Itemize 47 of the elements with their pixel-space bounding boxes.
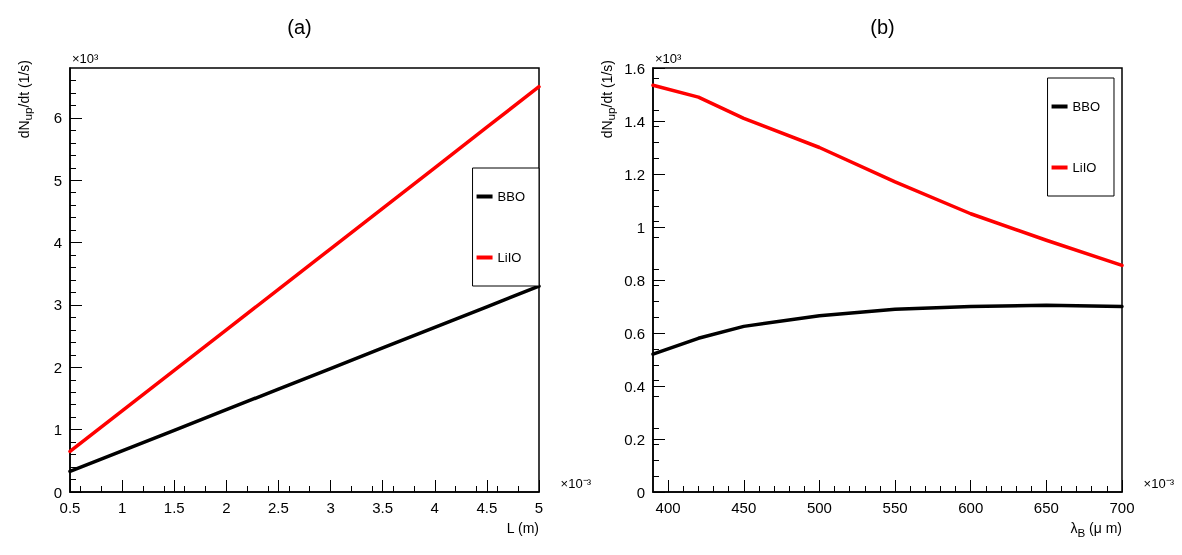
y-tick-label: 0.6 (624, 324, 645, 342)
text: ×10⁻³ (1143, 476, 1175, 491)
x-tick-label: 4 (430, 499, 439, 516)
line-series (651, 83, 1124, 268)
y-tick-label: 3 (53, 296, 62, 314)
x-tick-label: 500 (806, 499, 832, 516)
x-tick-label: 3.5 (372, 499, 394, 516)
x-tick-label: 550 (882, 499, 908, 516)
y-tick-label: 0 (636, 483, 645, 501)
x-tick-label: 2.5 (268, 499, 289, 516)
y-tick-label: 6 (53, 109, 62, 127)
y-tick-label: 2 (53, 358, 62, 376)
y-tick-label: 1.6 (624, 59, 645, 77)
x-tick-label: 0.5 (59, 499, 81, 516)
y-tick-label: 0.4 (624, 377, 645, 395)
x-tick-label: 450 (731, 499, 757, 516)
x-axis-title: λ$_{B}$ (μ m) (1070, 520, 1122, 539)
y-tick-label: 0.2 (624, 430, 645, 448)
x-tick-label: 2 (222, 499, 231, 516)
line-series (68, 84, 541, 454)
text: ×10³ (72, 51, 100, 66)
x-tick-label: 700 (1109, 499, 1135, 516)
y-tick-label: 1 (636, 218, 645, 236)
text: ×10³ (655, 51, 683, 66)
x-tick-label: 5 (534, 499, 544, 516)
x-tick-label: 1.5 (163, 499, 185, 516)
y-tick-label: 1.4 (624, 112, 645, 130)
y-tick-label: 0 (53, 483, 62, 501)
chart-title: (b) (870, 16, 895, 38)
y-tick-label: 1.2 (624, 165, 645, 183)
x-tick-label: 3 (326, 499, 335, 516)
legend-label: LiIO (497, 250, 522, 265)
x-tick-label: 650 (1033, 499, 1059, 516)
text: ×10⁻³ (560, 476, 592, 491)
x-axis-title: L (m) (506, 520, 539, 536)
chart-title: (a) (287, 16, 312, 38)
y-tick-label: 0.8 (624, 271, 645, 289)
x-tick-label: 600 (958, 499, 984, 516)
legend-label: BBO (497, 189, 526, 204)
x-tick-label: 4.5 (476, 499, 498, 516)
legend-label: LiIO (1072, 160, 1097, 175)
y-tick-label: 5 (53, 171, 62, 189)
x-tick-label: 400 (655, 499, 681, 516)
y-tick-label: 4 (53, 234, 62, 252)
x-tick-label: 1 (117, 499, 127, 516)
y-tick-label: 1 (53, 421, 62, 439)
legend-label: BBO (1072, 99, 1101, 114)
